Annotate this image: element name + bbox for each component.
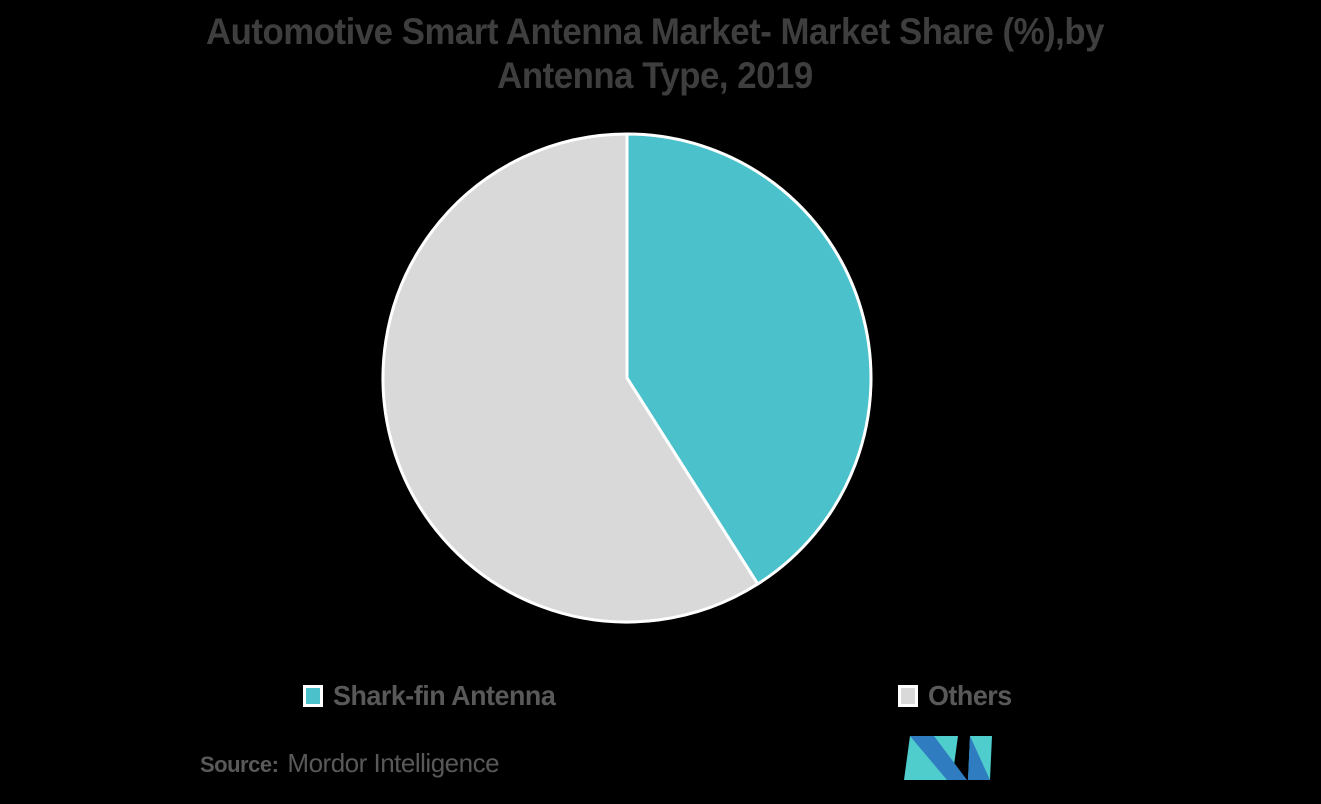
legend-label-shark-fin-antenna: Shark-fin Antenna bbox=[333, 680, 556, 711]
mordor-intelligence-logo bbox=[904, 736, 992, 780]
source-note: Source: Mordor Intelligence bbox=[200, 748, 500, 779]
legend-swatch-others bbox=[898, 685, 918, 707]
pie-chart bbox=[362, 113, 892, 643]
logo-m-blue-diagonal bbox=[910, 736, 967, 780]
logo-i-blue-triangle bbox=[968, 736, 990, 780]
pie-chart-svg bbox=[381, 132, 873, 624]
chart-title-line-1: Automotive Smart Antenna Market- Market … bbox=[205, 11, 1105, 52]
source-label: Source: bbox=[200, 752, 279, 777]
legend-swatch-shark-fin-antenna bbox=[303, 685, 323, 707]
legend-item-others: Others bbox=[898, 680, 1015, 711]
chart-title-line-2: Antenna Type, 2019 bbox=[497, 55, 813, 96]
legend-item-shark-fin-antenna: Shark-fin Antenna bbox=[303, 680, 565, 711]
legend-label-others: Others bbox=[928, 680, 1012, 711]
pie-slice-others bbox=[381, 132, 760, 624]
chart-title: Automotive Smart Antenna Market- Market … bbox=[39, 10, 1270, 98]
source-text: Mordor Intelligence bbox=[287, 748, 500, 778]
